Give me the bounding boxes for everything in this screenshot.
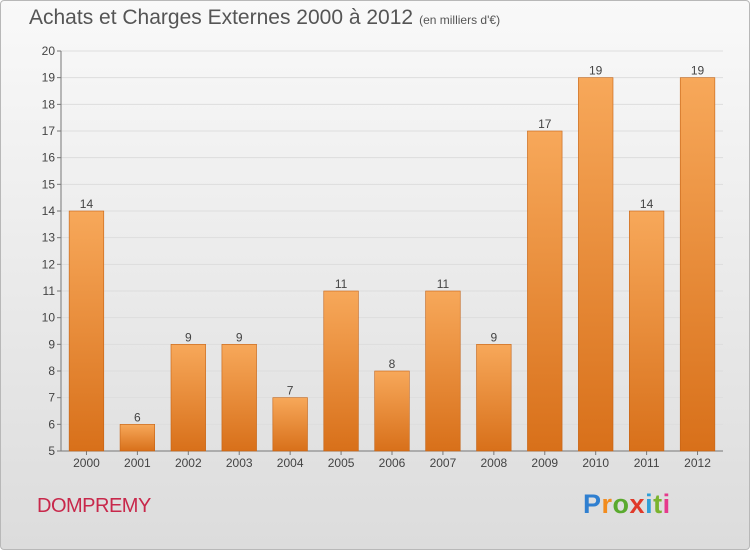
x-tick-label: 2012 (684, 456, 711, 470)
logo-letter: i (645, 489, 654, 519)
y-tick-label: 7 (48, 391, 55, 405)
x-tick-label: 2011 (634, 456, 660, 470)
logo-letter: r (601, 489, 613, 519)
bar (323, 290, 359, 452)
x-tick-label: 2010 (582, 456, 609, 470)
y-tick-label: 17 (42, 124, 56, 138)
data-label: 11 (437, 277, 450, 291)
x-tick-label: 2001 (124, 456, 151, 470)
y-tick-label: 16 (42, 151, 56, 165)
y-tick-label: 20 (42, 44, 56, 58)
logo-letter: x (629, 489, 646, 519)
chart-title-text: Achats et Charges Externes 2000 à 2012 (29, 6, 414, 29)
data-label: 8 (389, 357, 396, 371)
y-tick-label: 9 (48, 337, 55, 351)
bar (425, 290, 461, 452)
data-label: 19 (691, 64, 705, 78)
bar (629, 210, 665, 452)
commune-name: DOMPREMY (37, 495, 151, 517)
y-tick-label: 10 (42, 311, 56, 325)
data-label: 7 (287, 384, 294, 398)
bar (68, 210, 105, 452)
chart-subtitle: (en milliers d'€) (419, 13, 501, 27)
y-tick-label: 19 (42, 71, 56, 85)
y-tick-label: 5 (48, 444, 55, 458)
bar (578, 77, 614, 452)
data-label: 17 (538, 117, 552, 131)
logo-letter: o (612, 489, 630, 519)
bar (374, 370, 410, 452)
bar (119, 424, 155, 452)
data-label: 6 (134, 410, 141, 424)
bar (476, 344, 512, 452)
data-label: 14 (640, 197, 654, 211)
data-label: 9 (491, 330, 498, 344)
x-tick-label: 2002 (175, 456, 202, 470)
y-tick-label: 13 (42, 231, 56, 245)
data-label: 14 (80, 197, 94, 211)
proxiti-logo: Proxiti (583, 489, 671, 520)
y-tick-label: 15 (42, 177, 56, 191)
bar (170, 344, 206, 452)
labels: 14 2000 6 2001 9 2002 9 2003 7 2004 11 2005 8 2006 11 2… (73, 64, 711, 470)
bar (527, 130, 563, 452)
bar (221, 344, 257, 452)
logo-letter: i (662, 489, 671, 519)
data-label: 9 (236, 330, 243, 344)
data-label: 9 (185, 330, 192, 344)
x-tick-label: 2000 (73, 456, 100, 470)
y-tick-label: 12 (42, 257, 56, 271)
bar (679, 77, 716, 452)
x-tick-label: 2007 (430, 456, 457, 470)
chart-title: Achats et Charges Externes 2000 à 2012 (e… (29, 6, 500, 30)
x-tick-label: 2009 (531, 456, 558, 470)
x-tick-label: 2008 (480, 456, 507, 470)
bar (272, 397, 308, 452)
data-label: 11 (335, 277, 348, 291)
logo-letter: P (583, 489, 602, 519)
x-tick-label: 2003 (226, 456, 253, 470)
data-label: 19 (589, 64, 603, 78)
x-tick-label: 2004 (277, 456, 304, 470)
y-tick-label: 14 (42, 204, 56, 218)
x-tick-label: 2006 (379, 456, 406, 470)
y-tick-label: 11 (43, 284, 56, 298)
y-tick-label: 18 (42, 97, 56, 111)
logo-letter: t (653, 489, 663, 519)
y-tick-label: 8 (48, 364, 55, 378)
x-tick-label: 2005 (328, 456, 355, 470)
bars (68, 77, 716, 452)
y-tick-label: 6 (48, 417, 55, 431)
